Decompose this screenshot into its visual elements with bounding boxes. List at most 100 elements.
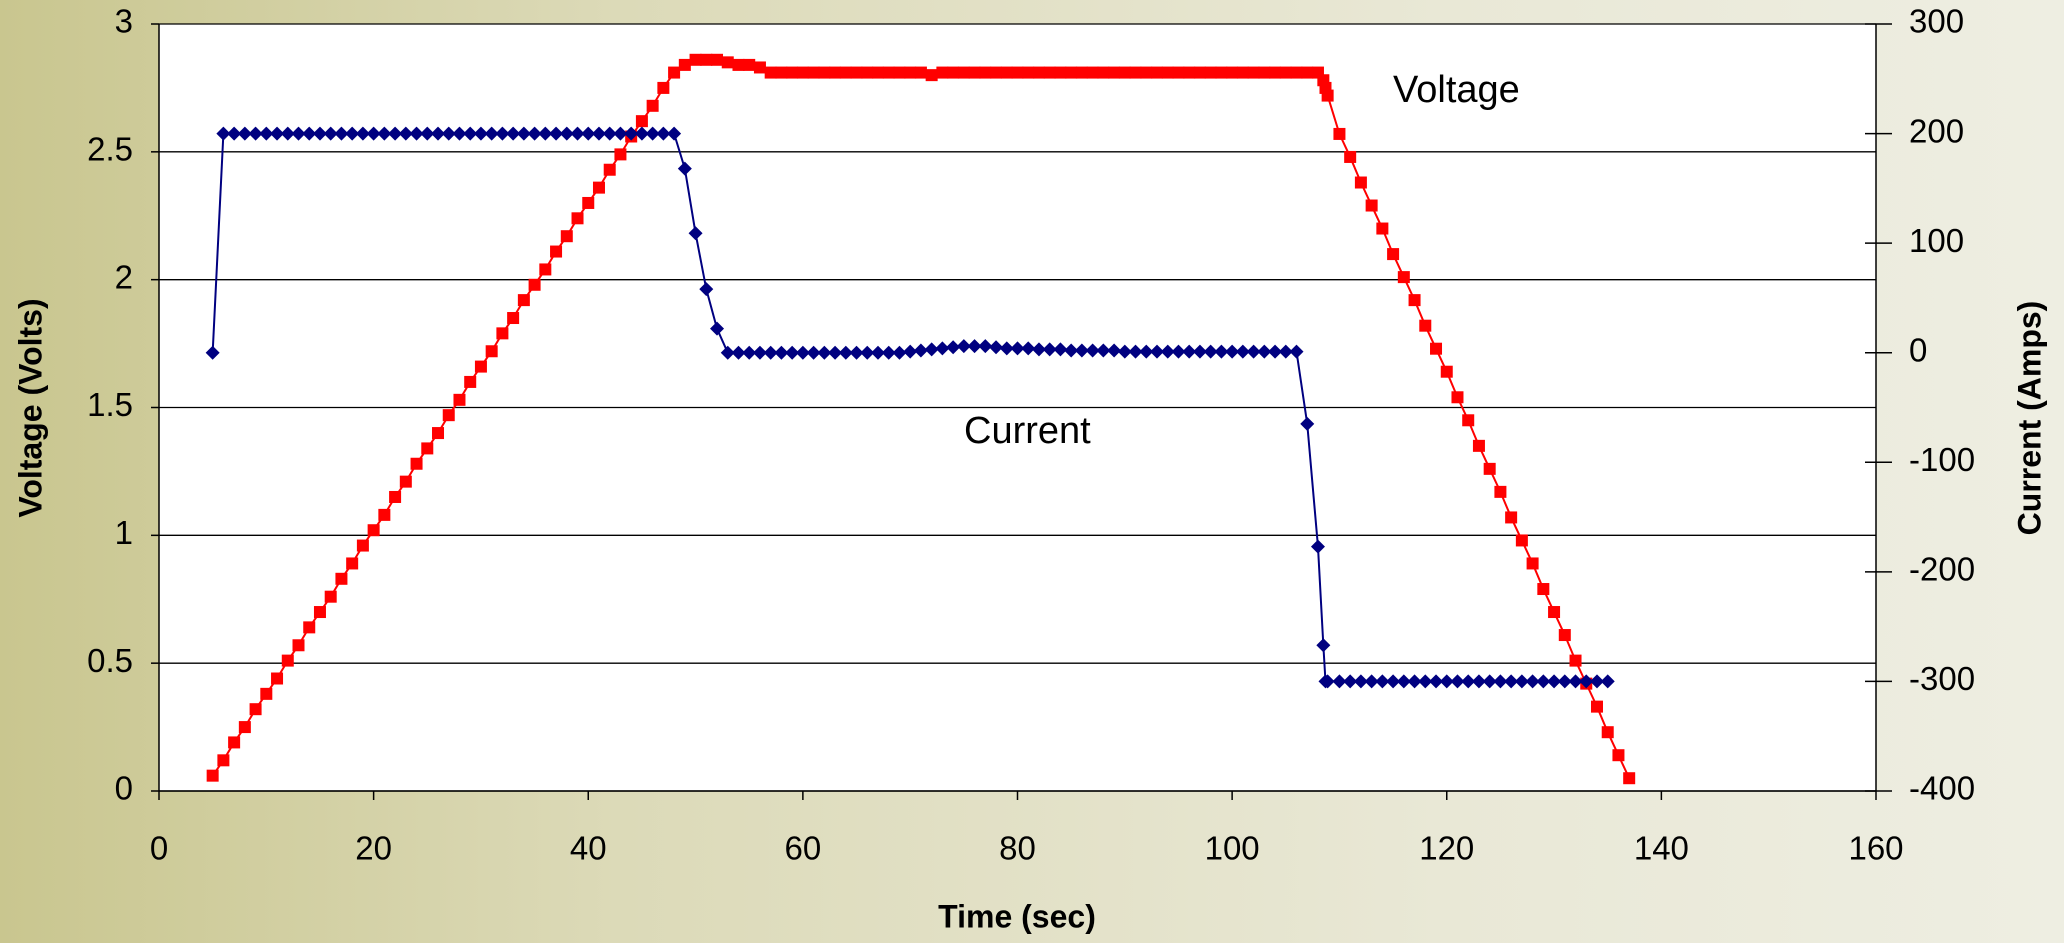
data-marker <box>634 126 649 141</box>
data-marker <box>947 66 960 79</box>
data-marker <box>1430 342 1443 355</box>
data-marker <box>796 66 809 79</box>
data-marker <box>882 66 895 79</box>
data-marker <box>421 442 434 455</box>
data-marker <box>1139 344 1154 359</box>
data-marker <box>1247 66 1260 79</box>
data-marker <box>795 345 810 360</box>
data-marker <box>743 58 756 71</box>
data-marker <box>1429 674 1444 689</box>
y2-tick-label: 300 <box>1909 3 1964 40</box>
data-marker <box>645 126 660 141</box>
data-marker <box>870 345 885 360</box>
data-marker <box>646 99 659 112</box>
y-tick-label: 0 <box>115 770 133 807</box>
data-marker <box>892 345 907 360</box>
data-marker <box>1301 66 1314 79</box>
x-tick-label: 60 <box>785 830 822 867</box>
data-marker <box>1022 66 1035 79</box>
data-marker <box>346 557 359 570</box>
y-tick-label: 1 <box>115 514 133 551</box>
data-marker <box>1439 674 1454 689</box>
data-marker <box>1300 416 1315 431</box>
data-marker <box>1117 344 1132 359</box>
data-marker <box>839 66 852 79</box>
data-marker <box>1548 606 1561 619</box>
data-marker <box>517 294 530 307</box>
data-marker <box>1579 674 1594 689</box>
data-marker <box>656 126 671 141</box>
data-marker <box>1396 674 1411 689</box>
data-marker <box>355 126 370 141</box>
data-marker <box>1129 66 1142 79</box>
data-marker <box>507 312 520 325</box>
data-marker <box>1053 342 1068 357</box>
data-marker <box>764 66 777 79</box>
data-marker <box>828 345 843 360</box>
data-marker <box>452 126 467 141</box>
data-marker <box>1536 674 1551 689</box>
data-marker <box>1365 199 1378 212</box>
data-marker <box>860 345 875 360</box>
data-marker <box>1332 674 1347 689</box>
y2-tick-label: -200 <box>1909 551 1975 588</box>
data-marker <box>1418 674 1433 689</box>
data-marker <box>1118 66 1131 79</box>
data-marker <box>281 654 294 667</box>
data-marker <box>1440 365 1453 378</box>
data-marker <box>1321 89 1334 102</box>
data-marker <box>271 672 284 685</box>
data-marker <box>1547 674 1562 689</box>
data-marker <box>1108 66 1121 79</box>
y-tick-label: 2 <box>115 258 133 295</box>
data-marker <box>752 345 767 360</box>
data-marker <box>731 345 746 360</box>
data-marker <box>968 66 981 79</box>
data-marker <box>206 769 219 782</box>
data-marker <box>1537 583 1550 596</box>
data-marker <box>838 345 853 360</box>
data-marker <box>389 490 402 503</box>
data-marker <box>409 126 424 141</box>
data-marker <box>1364 674 1379 689</box>
data-marker <box>217 754 230 767</box>
data-marker <box>753 61 766 74</box>
data-marker <box>881 345 896 360</box>
data-marker <box>1419 319 1432 332</box>
data-marker <box>893 66 906 79</box>
data-marker <box>1204 66 1217 79</box>
data-marker <box>312 126 327 141</box>
data-marker <box>774 345 789 360</box>
data-marker <box>849 345 864 360</box>
data-marker <box>1353 674 1368 689</box>
data-marker <box>613 126 628 141</box>
data-marker <box>925 69 938 82</box>
data-marker <box>570 126 585 141</box>
data-marker <box>227 126 242 141</box>
y2-tick-label: 200 <box>1909 112 1964 149</box>
data-marker <box>1236 66 1249 79</box>
data-marker <box>1064 343 1079 358</box>
data-marker <box>1505 511 1518 524</box>
data-marker <box>1010 341 1025 356</box>
data-marker <box>216 126 231 141</box>
data-marker <box>516 126 531 141</box>
data-marker <box>1279 66 1292 79</box>
data-marker <box>303 621 316 634</box>
data-marker <box>1375 674 1390 689</box>
data-marker <box>1182 344 1197 359</box>
data-marker <box>1290 66 1303 79</box>
data-marker <box>1031 342 1046 357</box>
data-marker <box>1558 629 1571 642</box>
data-marker <box>667 126 682 141</box>
data-marker <box>398 126 413 141</box>
data-marker <box>807 66 820 79</box>
data-marker <box>978 339 993 354</box>
data-marker <box>710 321 725 336</box>
data-marker <box>1333 127 1346 140</box>
x-tick-label: 120 <box>1419 830 1474 867</box>
data-marker <box>1482 674 1497 689</box>
x-axis-title: Time (sec) <box>938 898 1096 934</box>
y-axis-title: Voltage (Volts) <box>12 298 48 517</box>
